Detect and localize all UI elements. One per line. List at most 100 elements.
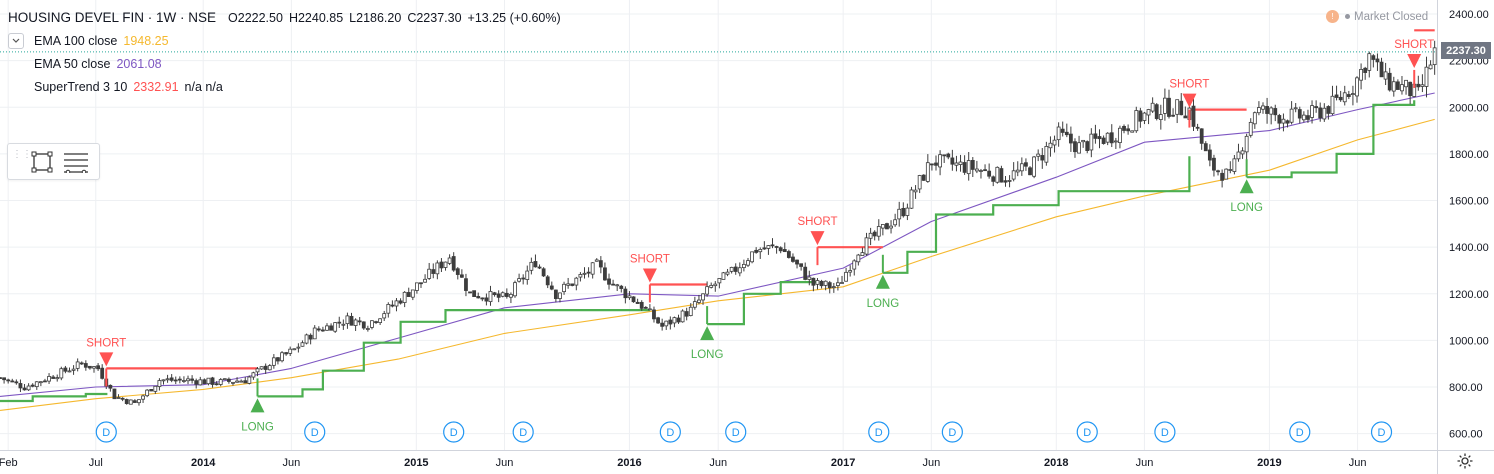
dividend-marker[interactable]: D — [659, 421, 681, 443]
long-label: LONG — [1230, 202, 1263, 214]
gear-icon[interactable] — [1456, 452, 1474, 470]
short-arrow — [1407, 53, 1422, 68]
candle-body — [308, 334, 313, 340]
candle-body — [34, 381, 39, 388]
dividend-marker[interactable]: D — [868, 421, 890, 443]
candle — [566, 277, 571, 289]
candle — [1003, 175, 1008, 187]
candle — [1032, 155, 1037, 179]
candle — [586, 267, 591, 278]
candle — [468, 291, 472, 294]
candle — [1359, 63, 1363, 90]
candle-body — [774, 246, 779, 248]
candle — [492, 291, 497, 297]
candle — [1183, 106, 1188, 119]
rectangle-tool-button[interactable] — [28, 148, 56, 176]
info-icon[interactable]: ! — [1326, 10, 1339, 23]
candle — [627, 291, 632, 300]
candle — [1432, 40, 1437, 75]
candle-body — [79, 362, 84, 365]
long-arrow — [1239, 179, 1254, 194]
dividend-marker[interactable]: D — [725, 421, 747, 443]
dividend-marker[interactable]: D — [1289, 421, 1311, 443]
candle — [325, 323, 329, 331]
x-tick-label: 2015 — [404, 457, 428, 469]
candle — [235, 377, 239, 383]
dividend-marker[interactable]: D — [304, 421, 326, 443]
ema50-value: 2061.08 — [116, 56, 162, 71]
ema100-label[interactable]: EMA 100 close — [34, 33, 118, 48]
market-status[interactable]: ! Market Closed — [1326, 10, 1428, 23]
candle — [672, 316, 677, 328]
candle — [333, 322, 338, 333]
candle-body — [521, 277, 526, 280]
candle — [509, 292, 513, 304]
candle — [1052, 135, 1057, 153]
candle — [218, 378, 223, 387]
candle — [938, 150, 942, 176]
candle — [1297, 106, 1302, 124]
drag-handle-icon[interactable]: ⋮⋮ — [12, 148, 32, 160]
dividend-marker[interactable]: D — [941, 421, 963, 443]
short-label: SHORT — [797, 216, 837, 228]
candle — [725, 268, 730, 277]
candle-body — [504, 292, 509, 297]
candle-body — [713, 283, 718, 287]
candle-body — [1289, 108, 1294, 123]
signals: SHORT LONG SHORT LONG SHORT LONG SHORT LONG SHOR… — [86, 39, 1434, 433]
symbol-title[interactable]: HOUSING DEVEL FIN · 1W · NSE — [8, 10, 217, 25]
grid-lines — [0, 0, 1437, 450]
ema100-path — [0, 118, 1435, 411]
dividend-marker[interactable]: D — [1076, 421, 1098, 443]
candle-body — [22, 387, 27, 391]
candle — [14, 379, 19, 385]
candle — [905, 203, 910, 221]
candle-body — [742, 263, 746, 269]
candle — [1212, 154, 1216, 177]
candle — [1028, 166, 1032, 176]
candle — [782, 242, 787, 253]
candles — [0, 40, 1437, 406]
candle-body — [574, 277, 579, 286]
candle — [1101, 135, 1106, 145]
candle-body — [59, 368, 64, 379]
dividend-marker[interactable]: D — [1154, 421, 1176, 443]
candle — [574, 276, 579, 291]
candle-body — [1052, 139, 1057, 146]
x-tick-label: 2017 — [831, 457, 855, 469]
candle-body — [18, 383, 23, 389]
candle-body — [786, 251, 791, 258]
candle — [1113, 137, 1118, 149]
supertrend-label[interactable]: SuperTrend 3 10 — [34, 79, 128, 94]
short-signal: SHORT — [1394, 39, 1434, 88]
y-tick-label: 1800.00 — [1449, 149, 1489, 161]
dividend-marker[interactable]: D — [512, 421, 534, 443]
candle-body — [860, 252, 865, 256]
candle — [34, 381, 39, 390]
dividend-circle — [659, 421, 681, 443]
candle-body — [701, 293, 705, 301]
ema50-label[interactable]: EMA 50 close — [34, 56, 111, 71]
collapse-legend-button[interactable] — [8, 32, 24, 49]
candle — [124, 398, 129, 405]
candle — [815, 278, 820, 290]
candle — [537, 264, 542, 270]
candle — [1265, 97, 1269, 124]
supertrend-up-segment — [707, 281, 818, 326]
candle-body — [38, 381, 43, 384]
long-label: LONG — [867, 298, 900, 310]
candle-body — [1281, 118, 1286, 124]
candle-body — [1375, 58, 1380, 63]
dividend-marker[interactable]: D — [95, 421, 117, 443]
candle-body — [770, 244, 775, 247]
candle-body — [950, 157, 955, 165]
candle — [635, 298, 640, 304]
settings-tool-button[interactable] — [62, 148, 90, 176]
dividend-marker[interactable]: D — [443, 421, 465, 443]
candle — [484, 293, 489, 306]
dividend-label: D — [666, 427, 674, 439]
dividend-marker[interactable]: D — [1370, 421, 1393, 443]
